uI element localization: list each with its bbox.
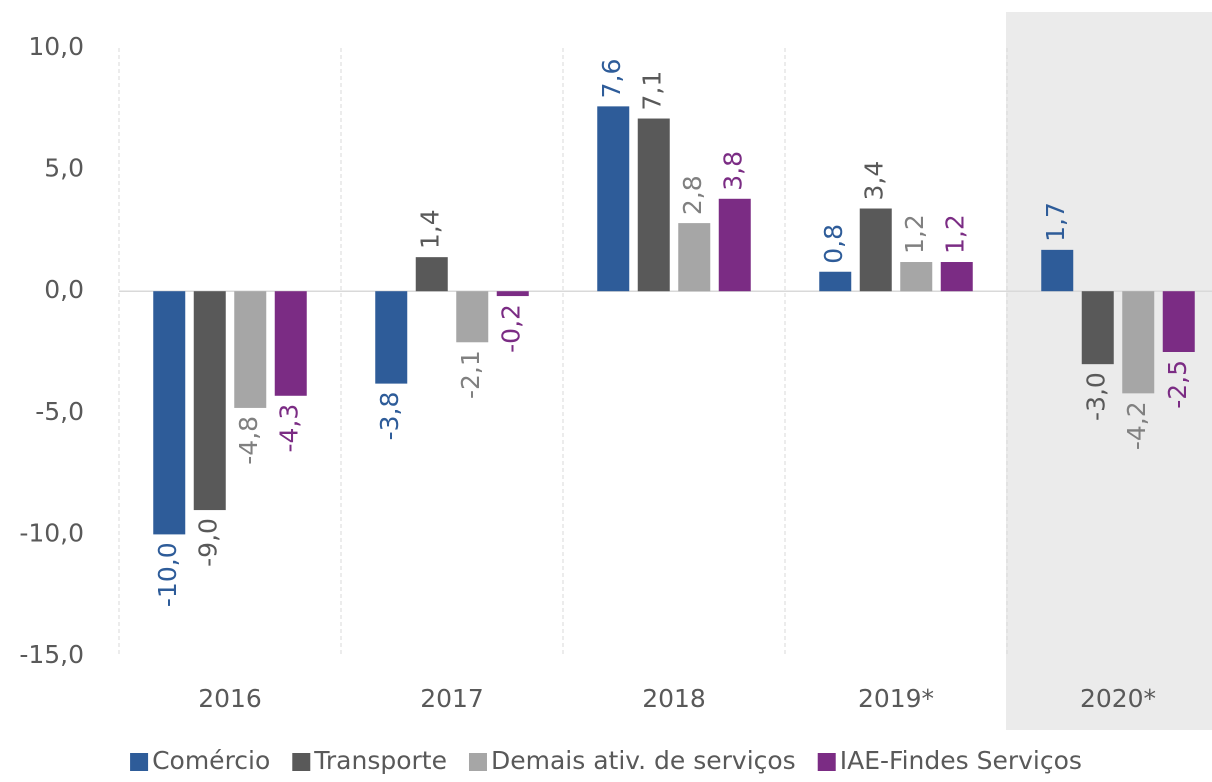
bar — [819, 271, 852, 292]
data-label: -2,5 — [1163, 360, 1192, 409]
bar — [1041, 249, 1074, 292]
bar — [1162, 291, 1195, 352]
data-label: 2,8 — [678, 175, 707, 215]
x-tick-label: 2016 — [198, 684, 262, 713]
legend: Comércio Transporte Demais ativ. de serviç… — [130, 746, 1082, 775]
bar — [456, 291, 489, 343]
y-tick-label: 0,0 — [44, 275, 84, 304]
y-tick-label: -15,0 — [19, 640, 84, 669]
bar — [193, 291, 226, 511]
bar — [597, 106, 630, 292]
bar — [940, 262, 973, 292]
bar — [637, 118, 670, 292]
x-tick-label: 2019* — [858, 684, 934, 713]
bar — [678, 223, 711, 292]
legend-swatch — [130, 753, 149, 771]
legend-swatch — [817, 753, 836, 771]
bar — [415, 257, 448, 292]
bar — [900, 262, 933, 292]
y-tick-label: 5,0 — [44, 154, 84, 183]
data-label: -3,0 — [1082, 372, 1111, 421]
highlight-band — [1006, 12, 1212, 730]
bar — [1081, 291, 1114, 365]
data-label: 0,8 — [819, 224, 848, 264]
y-tick-label: 10,0 — [28, 32, 84, 61]
x-tick-label: 2017 — [420, 684, 484, 713]
data-label: 1,4 — [416, 209, 445, 249]
data-label: -4,8 — [234, 416, 263, 465]
y-tick-label: -5,0 — [35, 397, 84, 426]
x-tick-label: 2020* — [1080, 684, 1156, 713]
data-label: 1,2 — [900, 214, 929, 254]
data-label: 1,7 — [1041, 202, 1070, 242]
x-tick-label: 2018 — [642, 684, 706, 713]
y-tick-label: -10,0 — [19, 518, 84, 547]
legend-label: Comércio — [152, 746, 270, 775]
data-label: 7,1 — [638, 71, 667, 111]
data-label: -9,0 — [194, 518, 223, 567]
bar — [153, 291, 186, 535]
data-label: -4,2 — [1122, 401, 1151, 450]
data-label: 3,4 — [860, 161, 889, 201]
bar — [274, 291, 307, 396]
data-label: 1,2 — [941, 214, 970, 254]
data-label: -0,2 — [497, 304, 526, 353]
data-label: -4,3 — [275, 404, 304, 453]
legend-label: IAE-Findes Serviços — [840, 746, 1082, 775]
bar — [1122, 291, 1155, 394]
legend-swatch — [292, 753, 311, 771]
bar — [234, 291, 267, 408]
bar — [718, 198, 751, 292]
legend-swatch — [468, 753, 487, 771]
data-label: -3,8 — [375, 392, 404, 441]
legend-label: Demais ativ. de serviços — [491, 746, 796, 775]
data-label: -10,0 — [153, 542, 182, 607]
legend-label: Transporte — [313, 746, 447, 775]
data-label: -2,1 — [456, 350, 485, 399]
data-label: 3,8 — [719, 151, 748, 191]
bar — [375, 291, 408, 384]
bar — [496, 291, 529, 297]
bar — [859, 208, 892, 292]
data-label: 7,6 — [597, 59, 626, 99]
